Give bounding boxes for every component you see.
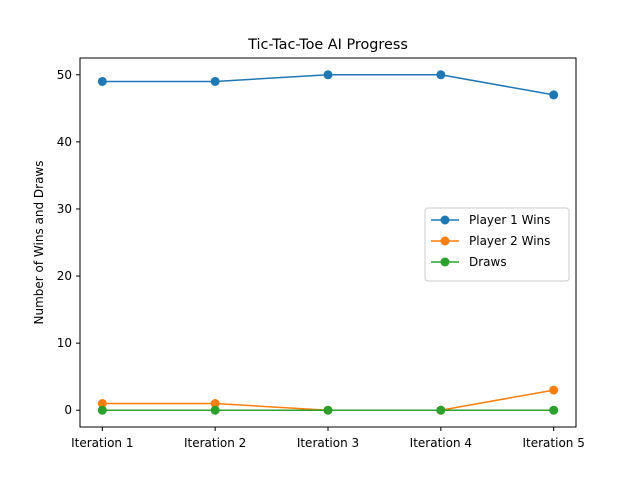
series-3-point-1 <box>97 405 107 415</box>
series-1-point-4 <box>436 70 446 80</box>
legend-box <box>424 207 570 282</box>
x-tick-label-5: Iteration 5 <box>523 436 585 450</box>
series-1-point-3 <box>323 70 333 80</box>
y-tick-label-1: 0 <box>64 403 72 417</box>
chart-title: Tic-Tac-Toe AI Progress <box>247 37 408 53</box>
legend-label-2: Player 2 Wins <box>469 234 550 248</box>
series-3-point-5 <box>549 405 559 415</box>
series-2-point-5 <box>549 385 559 395</box>
series-1-point-2 <box>210 76 220 86</box>
y-axis-label: Number of Wins and Draws <box>32 161 46 325</box>
x-tick-label-2: Iteration 2 <box>184 436 246 450</box>
series-2-point-1 <box>97 399 107 409</box>
series-3-point-4 <box>436 405 446 415</box>
series-1-point-5 <box>549 90 559 100</box>
legend-marker-3 <box>440 257 450 267</box>
y-tick-label-3: 20 <box>57 269 72 283</box>
plot-area <box>97 70 559 415</box>
x-tick-label-1: Iteration 1 <box>71 436 133 450</box>
series-1-point-1 <box>97 76 107 86</box>
y-tick-label-5: 40 <box>57 135 72 149</box>
series-3-point-3 <box>323 405 333 415</box>
legend-marker-2 <box>440 236 450 246</box>
y-tick-label-6: 50 <box>57 68 72 82</box>
axes: 0 10 20 30 40 50 Iteration 1 Iteration 2 Iterati… <box>57 57 585 450</box>
legend-label-3: Draws <box>469 255 507 269</box>
x-tick-label-3: Iteration 3 <box>297 436 359 450</box>
series-2-point-2 <box>210 399 220 409</box>
y-tick-label-4: 30 <box>57 202 72 216</box>
legend: Player 1 Wins Player 2 Wins Draws <box>424 207 570 282</box>
legend-label-1: Player 1 Wins <box>469 213 550 227</box>
legend-marker-1 <box>440 215 450 225</box>
x-tick-label-4: Iteration 4 <box>410 436 472 450</box>
y-tick-label-2: 10 <box>57 336 72 350</box>
series-3-point-2 <box>210 405 220 415</box>
